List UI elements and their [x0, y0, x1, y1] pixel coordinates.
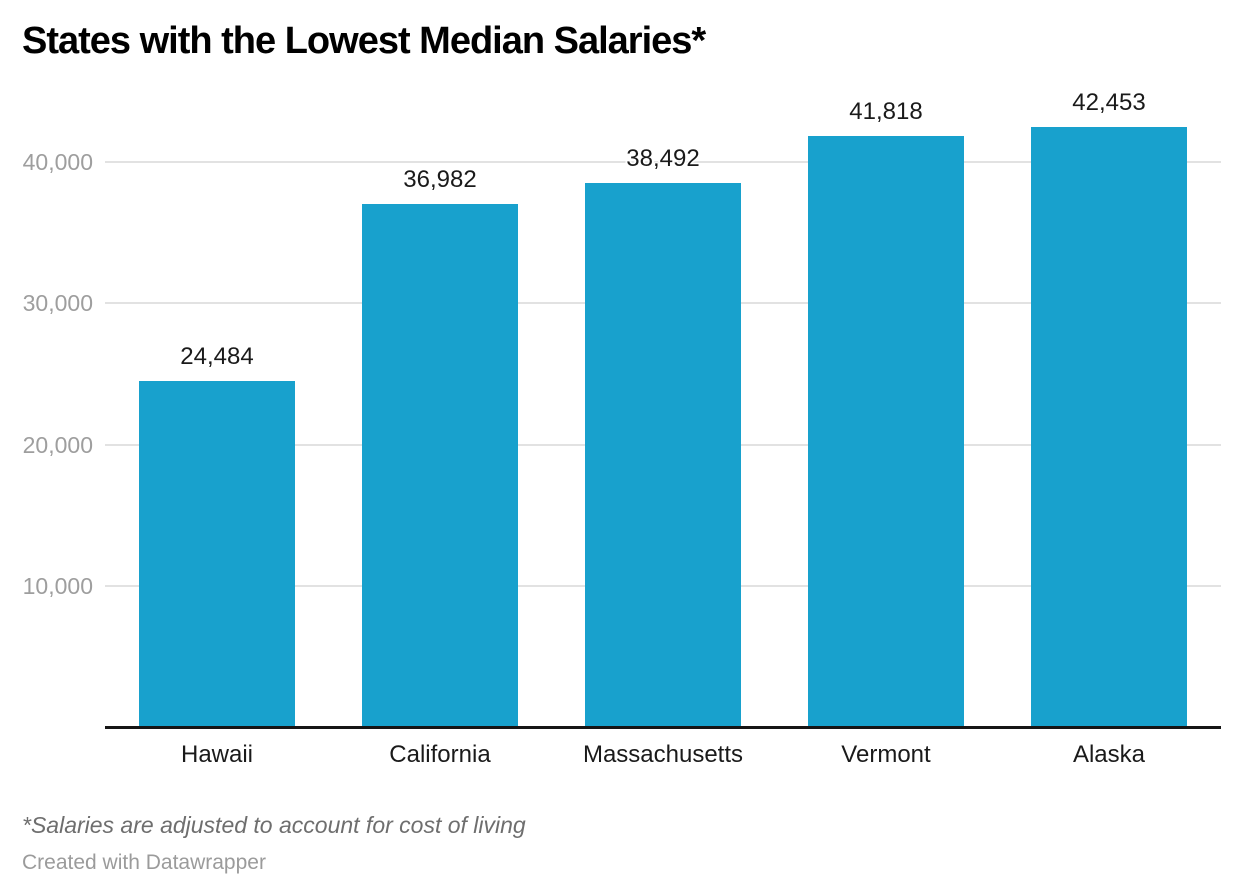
- bar-value-label: 42,453: [1072, 89, 1146, 116]
- y-gridline: [105, 161, 1221, 163]
- x-axis-category-label: Vermont: [841, 741, 931, 768]
- bar-value-label: 41,818: [849, 98, 923, 125]
- datawrapper-attribution: Created with Datawrapper: [22, 851, 266, 874]
- bar-california: [362, 204, 518, 728]
- y-axis-tick-label: 30,000: [22, 290, 93, 316]
- bar-vermont: [808, 136, 964, 728]
- bar-massachusetts: [585, 183, 741, 728]
- x-axis-category-label: Alaska: [1072, 741, 1146, 768]
- bar-value-label: 36,982: [403, 166, 477, 193]
- x-axis-line: [105, 726, 1221, 729]
- y-axis-tick-label: 20,000: [22, 432, 93, 458]
- x-axis-category-label: Hawaii: [180, 741, 254, 768]
- chart-title: States with the Lowest Median Salaries*: [22, 20, 706, 62]
- y-axis-tick-label: 40,000: [22, 149, 93, 175]
- bar-value-label: 38,492: [626, 145, 700, 172]
- x-axis-category-label: California: [389, 741, 491, 768]
- y-axis-tick-label: 10,000: [22, 573, 93, 599]
- bar-value-label: 24,484: [180, 343, 254, 370]
- bar-hawaii: [139, 381, 295, 728]
- chart-footnote: *Salaries are adjusted to account for co…: [22, 812, 526, 838]
- bar-alaska: [1031, 127, 1187, 728]
- x-axis-category-label: Massachusetts: [582, 741, 744, 768]
